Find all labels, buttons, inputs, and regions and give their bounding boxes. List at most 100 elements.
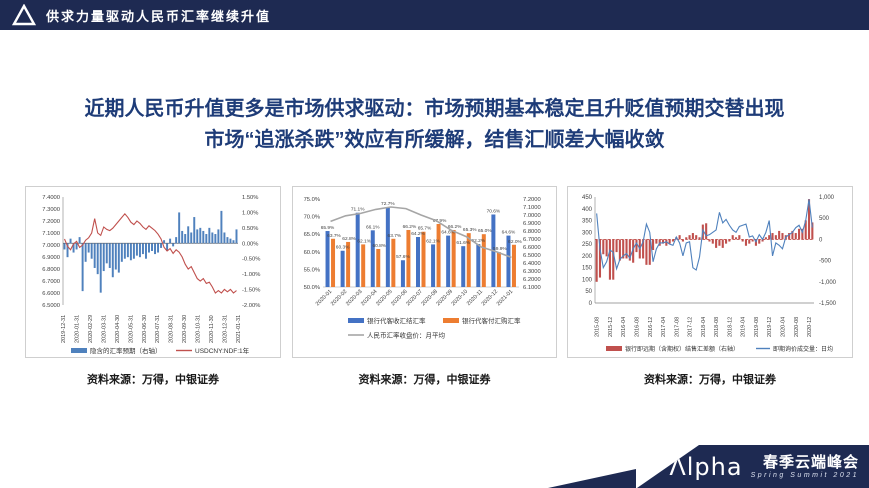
svg-text:63.7%: 63.7% [327, 233, 341, 239]
svg-text:2015-12: 2015-12 [608, 317, 614, 337]
svg-text:250: 250 [582, 242, 593, 248]
svg-text:-1.00%: -1.00% [242, 272, 260, 278]
svg-text:6.8000: 6.8000 [42, 267, 60, 273]
svg-text:60.0%: 60.0% [304, 250, 320, 256]
svg-text:6.5000: 6.5000 [42, 303, 60, 309]
svg-text:2020-07-31: 2020-07-31 [155, 315, 161, 343]
footer-wedge-shape [548, 469, 636, 488]
svg-text:2020-04-30: 2020-04-30 [115, 315, 121, 343]
svg-text:59.9%: 59.9% [493, 246, 507, 252]
svg-text:2017-08: 2017-08 [674, 317, 680, 337]
alpha-logo-text: Λlpha [669, 452, 743, 481]
svg-text:7.0000: 7.0000 [42, 243, 60, 249]
svg-text:6.7000: 6.7000 [523, 237, 541, 243]
svg-text:2018-04: 2018-04 [701, 317, 707, 337]
svg-text:1.00%: 1.00% [242, 210, 258, 216]
svg-text:-1.50%: -1.50% [242, 288, 260, 294]
svg-text:2020-02-29: 2020-02-29 [88, 315, 94, 343]
svg-text:即期询价成交量：日均: 即期询价成交量：日均 [773, 345, 833, 353]
chart-panel-settlement-ratio: 75.0% 70.0% 65.0% 60.0% 55.0% 50.0% 7.2000 7.10… [292, 186, 557, 358]
svg-text:6.9000: 6.9000 [523, 221, 541, 227]
svg-text:USDCNY:NDF:1年: USDCNY:NDF:1年 [195, 346, 250, 355]
svg-text:2020-06-30: 2020-06-30 [142, 315, 148, 343]
footer-banner: Λlpha 春季云端峰会 Spring Summit 2021 [637, 445, 869, 488]
svg-text:6.9000: 6.9000 [42, 255, 60, 261]
chart-panel-ndf-expectation: 7.4000 7.3000 7.2000 7.1000 7.0000 6.9000 6.80… [25, 186, 281, 358]
svg-text:62.1%: 62.1% [357, 238, 371, 244]
svg-text:64.6%: 64.6% [441, 230, 455, 236]
chart-ndf-expectation: 7.4000 7.3000 7.2000 7.1000 7.0000 6.9000 6.80… [42, 195, 260, 355]
svg-text:2017-04: 2017-04 [661, 317, 667, 337]
svg-text:2020-08-31: 2020-08-31 [169, 315, 175, 343]
svg-text:6.8000: 6.8000 [523, 229, 541, 235]
svg-text:6.3000: 6.3000 [523, 269, 541, 275]
svg-text:银行代客付汇购汇率: 银行代客付汇购汇率 [462, 316, 521, 325]
svg-text:72.7%: 72.7% [381, 201, 395, 207]
svg-text:-500: -500 [819, 259, 832, 265]
svg-text:67.9%: 67.9% [433, 218, 447, 224]
svg-text:60.3%: 60.3% [336, 245, 350, 251]
svg-text:75.0%: 75.0% [304, 197, 320, 203]
svg-text:50.0%: 50.0% [304, 285, 320, 291]
svg-text:200: 200 [582, 254, 593, 260]
svg-text:64.6%: 64.6% [502, 230, 516, 236]
svg-text:65.9%: 65.9% [321, 225, 335, 231]
svg-text:2019-12-31: 2019-12-31 [61, 315, 67, 343]
svg-text:2017-12: 2017-12 [688, 317, 694, 337]
svg-text:65.3%: 65.3% [463, 227, 477, 233]
svg-text:55.0%: 55.0% [304, 267, 320, 273]
svg-text:2020-05-31: 2020-05-31 [128, 315, 134, 343]
svg-text:57.6%: 57.6% [396, 254, 410, 260]
source-caption-3: 资料来源：万得，中银证券 [644, 374, 776, 386]
svg-text:2016-08: 2016-08 [634, 317, 640, 337]
svg-text:100: 100 [582, 277, 593, 283]
svg-text:7.2000: 7.2000 [523, 197, 541, 203]
chart-settlement-ratio: 75.0% 70.0% 65.0% 60.0% 55.0% 50.0% 7.2000 7.10… [304, 197, 541, 340]
svg-text:64.2%: 64.2% [411, 231, 425, 237]
svg-text:7.3000: 7.3000 [42, 207, 60, 213]
svg-text:70.0%: 70.0% [304, 215, 320, 221]
svg-text:6.6000: 6.6000 [42, 291, 60, 297]
svg-text:150: 150 [582, 266, 593, 272]
svg-text:2016-12: 2016-12 [648, 317, 654, 337]
svg-text:66.2%: 66.2% [448, 224, 462, 230]
svg-text:2016-04: 2016-04 [621, 317, 627, 337]
svg-text:隐含的汇率预期（右轴）: 隐含的汇率预期（右轴） [90, 346, 162, 355]
source-caption-2: 资料来源：万得，中银证券 [358, 374, 491, 386]
svg-text:-1,500: -1,500 [819, 301, 837, 307]
svg-text:7.0000: 7.0000 [523, 213, 541, 219]
svg-text:71.1%: 71.1% [351, 207, 365, 213]
chart-fx-volume: 4504003503002502001501005001,0005000-500… [582, 195, 837, 353]
svg-text:0: 0 [589, 301, 593, 307]
svg-text:2021-01: 2021-01 [496, 289, 515, 308]
svg-text:62.0%: 62.0% [508, 239, 522, 245]
svg-text:2018-08: 2018-08 [714, 317, 720, 337]
svg-text:2019-08: 2019-08 [754, 317, 760, 337]
svg-text:2020-12: 2020-12 [807, 317, 813, 337]
svg-text:6.6000: 6.6000 [523, 245, 541, 251]
chart-panel-fx-volume: 450 400 350 300 250 200 150 100 50 0 1,000 500 0 -500… [567, 186, 853, 358]
svg-text:银行即远期（含期权）结售汇差额（右轴）: 银行即远期（含期权）结售汇差额（右轴） [625, 345, 739, 353]
svg-text:0: 0 [819, 237, 823, 243]
svg-text:0.50%: 0.50% [242, 226, 258, 232]
svg-text:0.00%: 0.00% [242, 241, 258, 247]
svg-text:银行代客收汇结汇率: 银行代客收汇结汇率 [367, 316, 426, 325]
svg-text:62.8%: 62.8% [342, 236, 356, 242]
alpha-triangle-logo-icon [12, 4, 36, 26]
svg-text:-0.50%: -0.50% [242, 257, 260, 263]
svg-text:500: 500 [819, 216, 830, 222]
svg-text:2020-10-31: 2020-10-31 [196, 315, 202, 343]
svg-text:65.0%: 65.0% [304, 232, 320, 238]
svg-text:350: 350 [582, 219, 593, 225]
header-bar: 供求力量驱动人民币汇率继续升值 [0, 0, 869, 30]
svg-text:450: 450 [582, 195, 593, 201]
svg-text:-2.00%: -2.00% [242, 303, 260, 309]
svg-text:7.1000: 7.1000 [42, 231, 60, 237]
svg-text:300: 300 [582, 230, 593, 236]
svg-text:66.1%: 66.1% [366, 224, 380, 230]
svg-text:2020-03-31: 2020-03-31 [101, 315, 107, 343]
svg-text:2020-01-31: 2020-01-31 [74, 315, 80, 343]
svg-text:65.0%: 65.0% [478, 228, 492, 234]
svg-text:6.4000: 6.4000 [523, 261, 541, 267]
